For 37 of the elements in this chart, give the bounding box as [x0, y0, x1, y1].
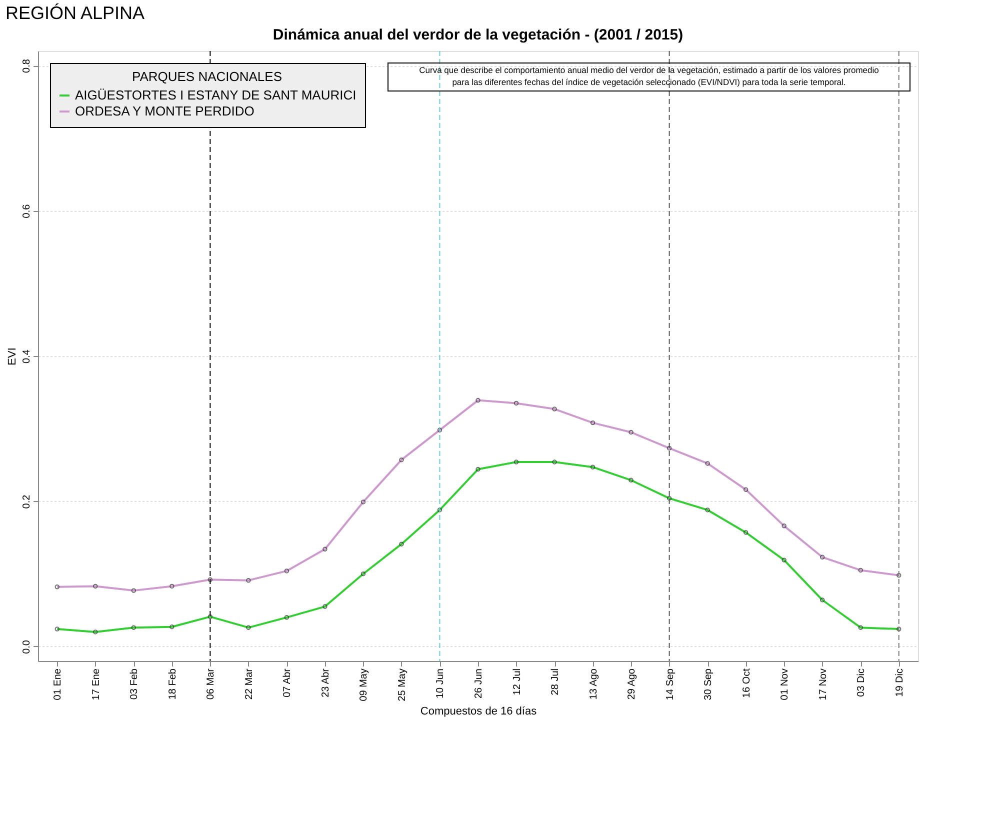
- x-tick-label: 19 Dic: [894, 668, 906, 697]
- x-tick-label: 26 Jun: [474, 668, 484, 699]
- x-tick-label: 29 Ago: [626, 668, 638, 700]
- annotation: para las diferentes fechas del índice de vegetación seleccionado (EVI/NDVI) para toda la serie temporal.: [452, 77, 846, 87]
- x-tick-label: 06 Mar: [206, 668, 217, 700]
- y-tick-label: 0.8: [22, 58, 32, 73]
- x-tick-label: 03 Dic: [856, 668, 868, 697]
- x-tick-label: 25 May: [396, 668, 408, 702]
- x-tick-label: 18 Feb: [167, 668, 178, 700]
- legend-label: ORDESA Y MONTE PERDIDO: [75, 104, 254, 118]
- x-tick-label: 17 Ene: [90, 668, 102, 700]
- x-tick-label: 23 Abr: [320, 668, 332, 698]
- y-tick-label: 0.0: [22, 640, 32, 654]
- x-tick-label: 03 Feb: [129, 668, 140, 700]
- x-tick-label: 01 Nov: [780, 668, 791, 700]
- x-axis-title: Compuestos de 16 días: [420, 705, 538, 718]
- x-tick-label: 10 Jun: [435, 668, 446, 699]
- x-tick-label: 22 Mar: [244, 668, 255, 700]
- text: REGIÓN ALPINA: [6, 3, 145, 23]
- x-tick-label: 12 Jul: [512, 668, 523, 696]
- annotation: Curva que describe el comportamiento anual medio del verdor de la vegetación, estimado a partir de los valores promedio: [419, 65, 880, 75]
- x-tick-label: 16 Oct: [741, 668, 752, 698]
- chart-title: Dinámica anual del verdor de la vegetación - (2001 / 2015): [272, 26, 684, 44]
- legend-label: AIGÜESTORTES I ESTANY DE SANT MAURICI: [75, 88, 356, 102]
- y-axis-title: EVI: [6, 348, 18, 366]
- legend-title: PARQUES NACIONALES: [132, 69, 282, 84]
- x-tick-label: 30 Sep: [703, 668, 714, 700]
- x-tick-label: 01 Ene: [52, 668, 64, 700]
- y-tick-label: 0.2: [22, 494, 32, 509]
- y-tick-label: 0.4: [22, 349, 32, 364]
- y-tick-label: 0.6: [22, 204, 32, 218]
- x-tick-label: 17 Nov: [818, 668, 829, 700]
- x-tick-label: 28 Jul: [550, 668, 562, 696]
- x-tick-label: 07 Abr: [282, 668, 294, 698]
- x-tick-label: 09 May: [358, 668, 370, 702]
- x-tick-label: 14 Sep: [664, 668, 676, 700]
- x-tick-label: 13 Ago: [588, 668, 600, 700]
